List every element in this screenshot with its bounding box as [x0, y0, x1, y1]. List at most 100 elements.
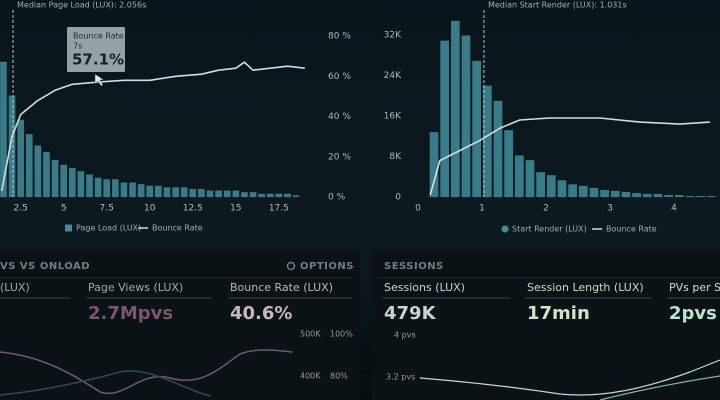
y2-tick-label: 40 %: [328, 112, 351, 122]
legend-label: Start Render (LUX): [512, 225, 587, 234]
metric-label: PVs per Se: [669, 281, 720, 294]
bar: [610, 190, 620, 197]
bar: [685, 195, 695, 197]
axis-label: 4 pvs: [394, 331, 416, 340]
bar: [223, 190, 231, 197]
axis-label: 400K: [300, 372, 321, 381]
chart: Median Start Render (LUX): 1.031s 0 1 2 3 4 0 8…: [384, 1, 716, 234]
bar: [632, 192, 641, 197]
bar: [642, 193, 652, 197]
metric-value: 40.6%: [230, 303, 292, 324]
annotation: Median Page Load (LUX): 2.056s: [17, 1, 146, 10]
legend-label: Page Load (LUX): [76, 224, 141, 233]
bar: [137, 184, 145, 197]
bar: [546, 175, 556, 197]
bar: [568, 184, 577, 197]
bar: [504, 130, 513, 197]
mini-line: [0, 349, 293, 395]
y2-tick-label: 20 %: [328, 152, 351, 162]
bar: [461, 35, 471, 197]
x-tick-label: 1: [479, 204, 485, 214]
x-tick-label: 0: [415, 204, 421, 214]
x-tick-label: 15: [230, 204, 241, 214]
bar: [589, 187, 599, 197]
x-tick-label: 7.5: [100, 204, 114, 214]
options-button[interactable]: OPTIONS: [300, 261, 354, 272]
bar: [525, 160, 535, 197]
tooltip: [67, 27, 125, 72]
line: [0, 61, 305, 192]
line: [429, 117, 710, 196]
legend-label: Bounce Rate: [152, 224, 203, 233]
chart: Median Page Load (LUX): 2.056s 2.5 5 7.5 10 1…: [0, 1, 351, 233]
metric-label: Sessions (LUX): [384, 281, 465, 294]
bar: [206, 190, 214, 197]
bar: [68, 168, 76, 197]
bar: [674, 194, 684, 197]
tooltip-x: 7s: [73, 42, 82, 51]
bar: [86, 174, 93, 197]
bar: [17, 119, 24, 197]
bar: [155, 185, 162, 197]
y-tick-label: 0: [395, 193, 401, 203]
mini-line: [0, 370, 211, 397]
tooltip-value: 57.1%: [72, 51, 124, 69]
axis-label: 100%: [330, 330, 353, 339]
bar: [77, 171, 85, 197]
metric-value: 2pvs: [669, 303, 717, 324]
y2-tick-label: 80 %: [328, 32, 351, 42]
bar: [25, 134, 33, 197]
metric-value: 17min: [527, 303, 590, 324]
bar: [51, 159, 59, 197]
panel: [0, 250, 360, 400]
x-tick-label: 4: [671, 204, 677, 214]
axis-label: 80%: [330, 372, 348, 381]
bar: [146, 185, 154, 197]
bar: [129, 182, 136, 197]
bar: [163, 187, 171, 197]
bar: [266, 193, 274, 197]
metric-label: Bounce Rate (LUX): [230, 281, 333, 294]
y2-tick-label: 0 %: [328, 193, 346, 203]
bar: [249, 192, 257, 197]
bar: [292, 195, 300, 197]
bar: [440, 40, 449, 197]
bar: [706, 195, 716, 197]
bar: [514, 155, 524, 197]
metric-label: Session Length (LUX): [527, 281, 644, 294]
bar: [8, 95, 16, 197]
bar: [43, 151, 50, 197]
x-tick-label: 2.5: [13, 204, 27, 214]
axis-label: 3.2 pvs: [386, 373, 415, 382]
x-tick-label: 17.5: [269, 204, 289, 214]
y-tick-label: 32K: [384, 31, 402, 41]
bar: [429, 132, 439, 197]
bar: [60, 164, 67, 197]
bar: [472, 60, 481, 197]
options-icon[interactable]: [286, 261, 296, 271]
axis-label: 500K: [300, 330, 321, 339]
y-tick-label: 24K: [384, 71, 402, 81]
bar: [232, 190, 240, 197]
panel-title: VS VS ONLOAD: [0, 261, 90, 272]
bar: [557, 180, 567, 197]
bar: [112, 179, 119, 197]
panel: [372, 250, 720, 400]
metric-label: Page Views (LUX): [88, 281, 183, 294]
bar: [653, 193, 663, 197]
bar: [284, 193, 291, 197]
x-tick-label: 3: [607, 204, 613, 214]
cursor: [94, 73, 105, 87]
bar: [34, 145, 42, 197]
x-tick-label: 10: [144, 204, 156, 214]
bar: [0, 61, 7, 198]
mini-line: [419, 359, 720, 396]
y-tick-label: 8K: [389, 152, 402, 162]
mini-line: [599, 375, 720, 400]
bar: [120, 182, 128, 197]
metric-value: 479K: [384, 303, 437, 324]
y-tick-label: 16K: [384, 112, 402, 122]
bar: [664, 194, 673, 197]
